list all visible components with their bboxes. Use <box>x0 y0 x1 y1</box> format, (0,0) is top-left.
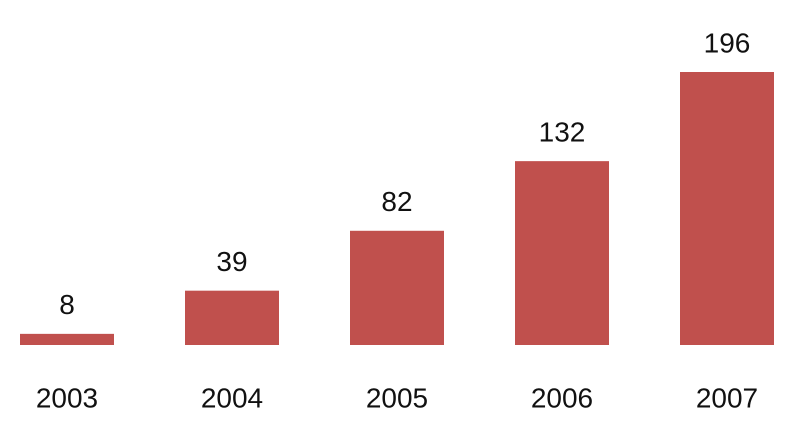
bar <box>20 333 114 345</box>
data-label: 8 <box>59 289 75 320</box>
x-tick-label: 2004 <box>201 382 263 413</box>
x-tick-label: 2003 <box>36 382 98 413</box>
x-tick-label: 2007 <box>696 382 758 413</box>
data-label: 132 <box>539 117 586 148</box>
data-label: 196 <box>704 27 751 58</box>
x-tick-label: 2006 <box>531 382 593 413</box>
x-tick-label: 2005 <box>366 382 428 413</box>
bar <box>680 72 774 345</box>
data-label: 82 <box>381 186 412 217</box>
data-label: 39 <box>216 246 247 277</box>
bar <box>515 161 609 345</box>
bar <box>350 230 444 345</box>
bar <box>185 290 279 345</box>
